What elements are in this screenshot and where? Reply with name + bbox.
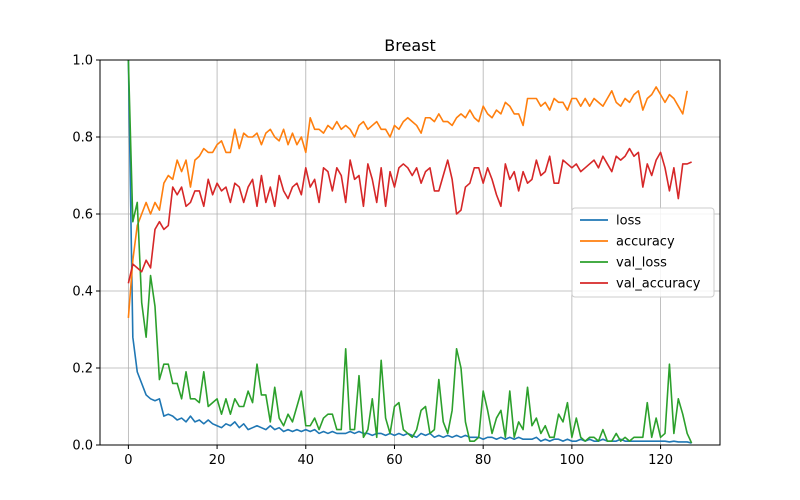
series-line-accuracy bbox=[127, 86, 688, 319]
x-tick-label: 60 bbox=[386, 453, 403, 468]
legend-box bbox=[571, 207, 715, 298]
y-tick-label: 0.8 bbox=[72, 131, 93, 146]
x-tick-label: 100 bbox=[559, 453, 584, 468]
y-tick-label: 0.6 bbox=[72, 208, 93, 223]
legend-label-accuracy: accuracy bbox=[616, 235, 675, 250]
y-tick-label: 0.0 bbox=[72, 439, 93, 454]
plot-frame bbox=[99, 59, 721, 446]
x-tick-label: 0 bbox=[124, 453, 132, 468]
chart-title: Breast bbox=[384, 36, 435, 55]
legend: loss accuracy val_loss val_accuracy bbox=[571, 207, 715, 298]
legend-label-val-loss: val_loss bbox=[616, 256, 667, 271]
y-tick-label: 1.0 bbox=[72, 54, 93, 69]
y-tick-label: 0.2 bbox=[72, 362, 93, 377]
legend-label-loss: loss bbox=[616, 214, 641, 229]
x-tick-label: 120 bbox=[648, 453, 673, 468]
series-line-val-loss bbox=[127, 60, 693, 444]
x-tick-label: 80 bbox=[475, 453, 492, 468]
x-tick-label: 20 bbox=[209, 453, 226, 468]
legend-label-val-accuracy: val_accuracy bbox=[616, 277, 701, 292]
y-tick-label: 0.4 bbox=[72, 285, 93, 300]
axis-ticks: 0 20 40 60 80 100 120 0.0 0.2 0.4 0.6 0.8 1.0 bbox=[72, 54, 673, 469]
series-line-val-accuracy bbox=[127, 147, 692, 284]
x-tick-label: 40 bbox=[298, 453, 315, 468]
series-layer bbox=[127, 60, 693, 444]
